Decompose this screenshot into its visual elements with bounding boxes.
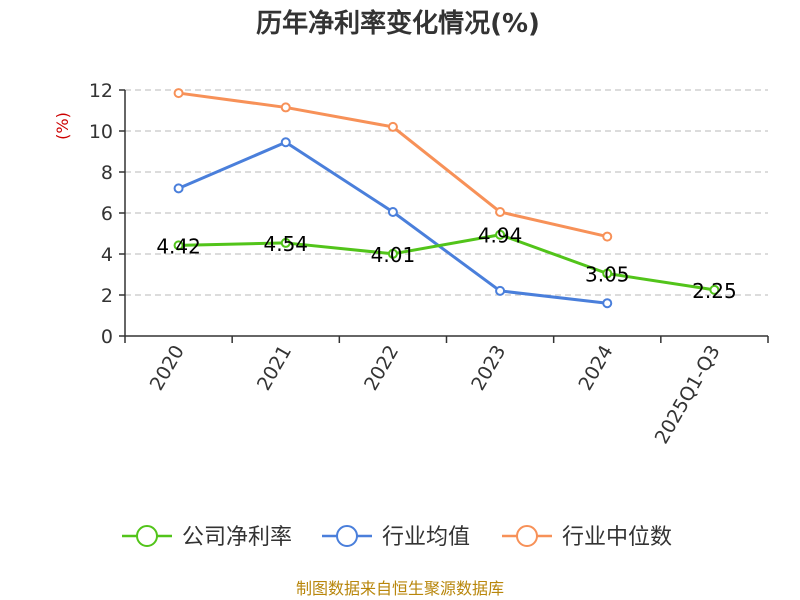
data-point [173,88,184,99]
chart-title: 历年净利率变化情况(%) [256,8,540,39]
data-point [709,284,720,295]
legend[interactable]: 公司净利率 行业均值 行业中位数 [122,525,672,550]
y-tick-label: 2 [101,285,113,307]
y-tick-label: 12 [89,80,113,102]
data-labels: 4.42 4.54 4.01 4.94 3.05 2.25 [156,224,736,303]
data-point [280,137,291,148]
data-point [387,206,398,217]
x-tick-label: 2022 [360,342,403,395]
data-point [495,285,506,296]
legend-label: 行业均值 [382,525,470,550]
data-label: 4.42 [156,234,201,258]
data-point [173,183,184,194]
legend-item[interactable]: 行业中位数 [502,525,672,550]
legend-label: 公司净利率 [182,525,292,550]
legend-item[interactable]: 公司净利率 [122,525,292,550]
data-point [602,298,613,309]
x-tick-label: 2024 [574,342,617,395]
y-tick-label: 0 [101,326,113,348]
y-tick-label: 10 [89,121,113,143]
axes: 0 2 4 6 8 10 12 2020 2021 2022 2023 2024 2025Q1-Q3 [89,80,769,448]
data-label: 3.05 [585,262,630,286]
data-label: 4.01 [371,243,416,267]
x-tick-label: 2020 [146,342,189,395]
legend-item[interactable]: 行业均值 [322,525,470,550]
y-tick-label: 6 [101,203,113,225]
x-tick-label: 2023 [467,342,510,395]
data-point [495,229,506,240]
data-point [602,268,613,279]
x-tick-label: 2021 [253,342,296,395]
data-point [280,102,291,113]
legend-marker [516,525,538,547]
legend-marker [336,525,358,547]
data-point [280,237,291,248]
source-note: 制图数据来自恒生聚源数据库 [296,579,504,598]
series-line [178,233,715,292]
series-lines [173,88,720,309]
x-tick-label: 2025Q1-Q3 [651,342,725,448]
data-label: 4.94 [478,224,523,248]
grid-lines [125,89,768,296]
data-point [495,206,506,217]
data-point [387,248,398,259]
legend-label: 行业中位数 [562,525,672,550]
data-point [387,121,398,132]
data-label: 4.54 [263,232,308,256]
legend-marker [136,525,158,547]
data-point [602,231,613,242]
y-axis-label: (%) [53,112,72,140]
data-point [173,240,184,251]
data-label: 2.25 [692,279,737,303]
y-tick-label: 4 [101,244,113,266]
y-tick-label: 8 [101,162,113,184]
